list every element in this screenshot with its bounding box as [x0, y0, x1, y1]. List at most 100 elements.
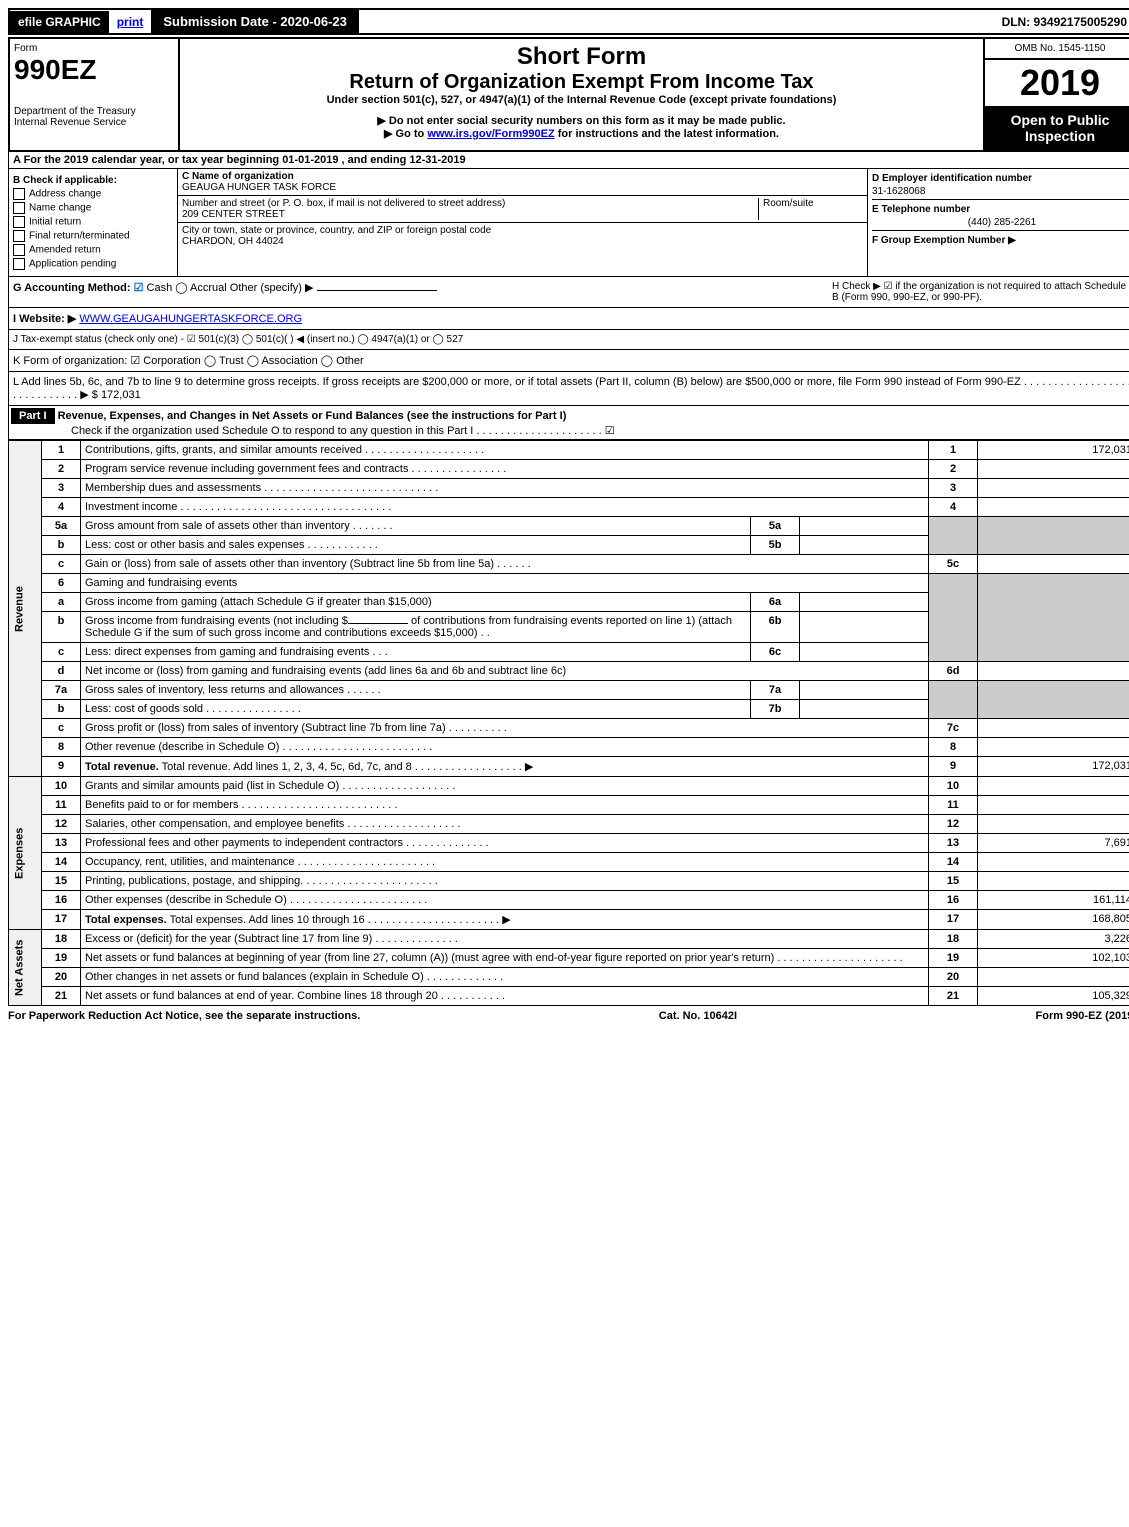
city-value: CHARDON, OH 44024	[182, 236, 863, 247]
street-address: 209 CENTER STREET	[182, 209, 758, 220]
checkbox-icon[interactable]	[13, 216, 25, 228]
subtitle: Under section 501(c), 527, or 4947(a)(1)…	[184, 94, 979, 106]
table-row: 19Net assets or fund balances at beginni…	[9, 949, 1129, 968]
table-row: 4Investment income . . . . . . . . . . .…	[9, 498, 1129, 517]
table-row: Revenue 1 Contributions, gifts, grants, …	[9, 441, 1129, 460]
addr-row: Number and street (or P. O. box, if mail…	[178, 196, 867, 223]
tax-year: 2019	[985, 60, 1129, 106]
checkbox-icon[interactable]	[13, 188, 25, 200]
netassets-side-label: Net Assets	[9, 930, 42, 1006]
table-row: Expenses 10Grants and similar amounts pa…	[9, 777, 1129, 796]
table-row: 15Printing, publications, postage, and s…	[9, 872, 1129, 891]
org-name-row: C Name of organization GEAUGA HUNGER TAS…	[178, 169, 867, 196]
dln: DLN: 93492175005290	[994, 11, 1129, 33]
g-cash: Cash	[147, 282, 173, 294]
check-icon: ☑	[134, 282, 144, 294]
checkbox-icon[interactable]	[13, 258, 25, 270]
line-desc: Contributions, gifts, grants, and simila…	[81, 441, 929, 460]
table-row: 3Membership dues and assessments . . . .…	[9, 479, 1129, 498]
ein-value: 31-1628068	[872, 184, 1129, 200]
efile-label: efile GRAPHIC	[10, 11, 109, 33]
line-j: J Tax-exempt status (check only one) - ☑…	[8, 330, 1129, 350]
addr-label: Number and street (or P. O. box, if mail…	[182, 198, 758, 209]
g-accrual: Accrual	[190, 282, 227, 294]
line-k: K Form of organization: ☑ Corporation ◯ …	[8, 350, 1129, 372]
goto-pre: ▶ Go to	[384, 128, 427, 140]
part1-title: Revenue, Expenses, and Changes in Net As…	[58, 410, 567, 422]
city-label: City or town, state or province, country…	[182, 225, 863, 236]
table-row: 11Benefits paid to or for members . . . …	[9, 796, 1129, 815]
column-c: C Name of organization GEAUGA HUNGER TAS…	[178, 169, 868, 276]
table-row: 20Other changes in net assets or fund ba…	[9, 968, 1129, 987]
part1-header: Part I Revenue, Expenses, and Changes in…	[8, 406, 1129, 440]
table-row: 21Net assets or fund balances at end of …	[9, 987, 1129, 1006]
goto-link[interactable]: www.irs.gov/Form990EZ	[427, 128, 554, 140]
table-row: 7aGross sales of inventory, less returns…	[9, 681, 1129, 700]
checkbox-icon[interactable]	[13, 202, 25, 214]
col-b-title: B Check if applicable:	[13, 175, 173, 186]
group-label: F Group Exemption Number ▶	[872, 235, 1129, 246]
header-center: Short Form Return of Organization Exempt…	[180, 39, 983, 150]
org-name: GEAUGA HUNGER TASK FORCE	[182, 182, 863, 193]
expenses-side-label: Expenses	[9, 777, 42, 930]
line-l: L Add lines 5b, 6c, and 7b to line 9 to …	[8, 372, 1129, 406]
form-label: Form	[14, 43, 174, 54]
opt-amended: Amended return	[13, 244, 173, 256]
table-row: 6Gaming and fundraising events	[9, 574, 1129, 593]
opt-initial-return: Initial return	[13, 216, 173, 228]
form-header: Form 990EZ Department of the Treasury In…	[8, 37, 1129, 152]
tel-value: (440) 285-2261	[872, 215, 1129, 231]
l-amount: $ 172,031	[92, 389, 141, 401]
footer-right: Form 990-EZ (2019)	[1036, 1010, 1129, 1022]
table-row: 13Professional fees and other payments t…	[9, 834, 1129, 853]
table-row: 14Occupancy, rent, utilities, and mainte…	[9, 853, 1129, 872]
table-row: cGross profit or (loss) from sales of in…	[9, 719, 1129, 738]
omb-number: OMB No. 1545-1150	[985, 39, 1129, 60]
g-label: G Accounting Method:	[13, 282, 131, 294]
table-row: 9Total revenue. Total revenue. Add lines…	[9, 757, 1129, 777]
column-d: D Employer identification number 31-1628…	[868, 169, 1129, 276]
checkbox-icon[interactable]	[13, 230, 25, 242]
footer-left: For Paperwork Reduction Act Notice, see …	[8, 1010, 360, 1022]
room-label: Room/suite	[758, 198, 863, 220]
goto-line: ▶ Go to www.irs.gov/Form990EZ for instru…	[184, 127, 979, 140]
form-number: 990EZ	[14, 54, 174, 86]
top-bar: efile GRAPHIC print Submission Date - 20…	[8, 8, 1129, 35]
name-label: C Name of organization	[182, 171, 863, 182]
column-b: B Check if applicable: Address change Na…	[9, 169, 178, 276]
opt-name-change: Name change	[13, 202, 173, 214]
submission-date: Submission Date - 2020-06-23	[151, 10, 359, 33]
table-row: 12Salaries, other compensation, and empl…	[9, 815, 1129, 834]
table-row: 5aGross amount from sale of assets other…	[9, 517, 1129, 536]
open-public: Open to Public Inspection	[985, 106, 1129, 150]
return-title: Return of Organization Exempt From Incom…	[184, 71, 979, 94]
info-grid: B Check if applicable: Address change Na…	[8, 169, 1129, 277]
i-label: I Website: ▶	[13, 313, 76, 325]
part1-label: Part I	[11, 408, 55, 424]
part1-check: Check if the organization used Schedule …	[71, 425, 615, 437]
other-input[interactable]	[317, 290, 437, 291]
table-row: dNet income or (loss) from gaming and fu…	[9, 662, 1129, 681]
print-link[interactable]: print	[109, 11, 152, 33]
line-i: I Website: ▶ WWW.GEAUGAHUNGERTASKFORCE.O…	[8, 308, 1129, 330]
line-num: 1	[42, 441, 81, 460]
checkbox-icon[interactable]: ◯	[175, 282, 187, 294]
header-left: Form 990EZ Department of the Treasury In…	[10, 39, 180, 150]
l-text: L Add lines 5b, 6c, and 7b to line 9 to …	[13, 376, 1129, 401]
line-g-h: G Accounting Method: ☑ Cash ◯ Accrual Ot…	[8, 277, 1129, 308]
page-footer: For Paperwork Reduction Act Notice, see …	[8, 1006, 1129, 1026]
table-row: 2Program service revenue including gover…	[9, 460, 1129, 479]
dept-treasury: Department of the Treasury	[14, 106, 174, 117]
line-h: H Check ▶ ☑ if the organization is not r…	[832, 281, 1129, 303]
website-link[interactable]: WWW.GEAUGAHUNGERTASKFORCE.ORG	[79, 313, 302, 325]
footer-center: Cat. No. 10642I	[659, 1010, 737, 1022]
table-row: cGain or (loss) from sale of assets othe…	[9, 555, 1129, 574]
checkbox-icon[interactable]	[13, 244, 25, 256]
short-form-title: Short Form	[184, 43, 979, 71]
opt-final-return: Final return/terminated	[13, 230, 173, 242]
revenue-side-label: Revenue	[9, 441, 42, 777]
blank-input[interactable]	[348, 623, 408, 624]
opt-address-change: Address change	[13, 188, 173, 200]
line-amount: 172,031	[978, 441, 1129, 460]
city-row: City or town, state or province, country…	[178, 223, 867, 249]
